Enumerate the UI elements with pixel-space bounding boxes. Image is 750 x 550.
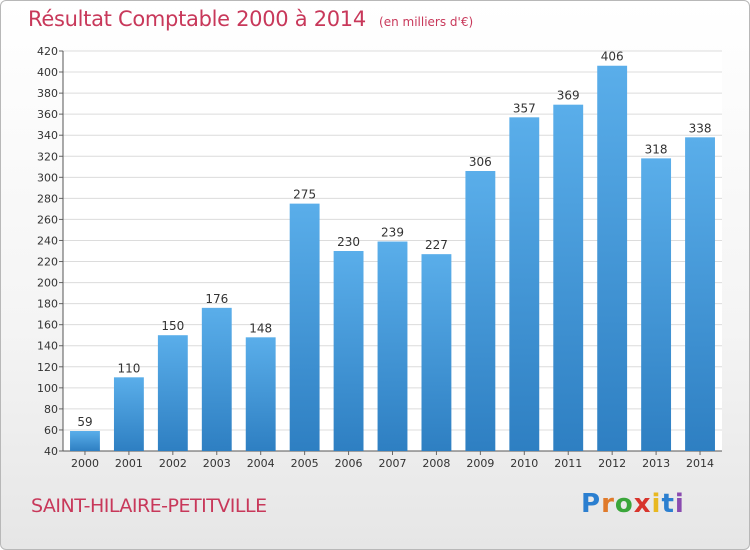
chart-title: Résultat Comptable 2000 à 2014 xyxy=(28,7,366,31)
y-tick-label: 220 xyxy=(37,256,58,269)
bar-value-label: 369 xyxy=(557,89,580,103)
logo-letter: t xyxy=(661,489,675,519)
bar-value-label: 230 xyxy=(337,235,360,249)
title-row: Résultat Comptable 2000 à 2014 (en milli… xyxy=(28,7,473,31)
x-tick-label: 2013 xyxy=(642,457,670,470)
x-tick-label: 2001 xyxy=(115,457,143,470)
bar xyxy=(641,158,672,452)
x-tick-label: 2006 xyxy=(335,457,363,470)
x-tick-label: 2004 xyxy=(247,457,275,470)
y-tick-label: 240 xyxy=(37,234,58,247)
y-tick-label: 100 xyxy=(37,382,58,395)
bar-value-label: 275 xyxy=(293,188,316,202)
bar xyxy=(465,171,496,451)
x-tick-label: 2012 xyxy=(598,457,626,470)
bar xyxy=(685,137,715,451)
x-tick-label: 2003 xyxy=(203,457,231,470)
bar-value-label: 110 xyxy=(117,361,140,375)
logo-letter: r xyxy=(601,489,615,519)
bar xyxy=(553,104,584,452)
bar-value-label: 318 xyxy=(645,142,668,156)
y-tick-label: 340 xyxy=(37,129,58,142)
bar xyxy=(333,251,364,451)
bar xyxy=(245,337,276,451)
place-name: SAINT-HILAIRE-PETITVILLE xyxy=(31,495,267,517)
x-tick-label: 2005 xyxy=(291,457,319,470)
x-tick-label: 2011 xyxy=(554,457,582,470)
y-tick-label: 260 xyxy=(37,213,58,226)
logo-letter: o xyxy=(614,489,634,519)
x-tick-label: 2014 xyxy=(686,457,714,470)
bar-value-label: 406 xyxy=(601,50,624,64)
bar-value-label: 239 xyxy=(381,226,404,240)
y-tick-label: 180 xyxy=(37,298,58,311)
bar-value-label: 150 xyxy=(161,319,184,333)
chart-subtitle: (en milliers d'€) xyxy=(379,15,474,29)
bar xyxy=(597,65,628,451)
y-tick-label: 400 xyxy=(37,66,58,79)
proxiti-logo: Proxiti xyxy=(581,489,685,519)
x-tick-label: 2002 xyxy=(159,457,187,470)
y-tick-label: 40 xyxy=(44,445,58,458)
bar xyxy=(421,254,452,451)
logo-letter: i xyxy=(651,489,662,519)
y-tick-label: 60 xyxy=(44,424,58,437)
bar-value-label: 338 xyxy=(689,121,712,135)
bar xyxy=(201,307,232,451)
y-tick-label: 120 xyxy=(37,361,58,374)
logo-letter: P xyxy=(581,489,602,519)
y-tick-label: 380 xyxy=(37,87,58,100)
bar xyxy=(289,203,320,451)
x-tick-label: 2000 xyxy=(71,457,99,470)
y-tick-label: 300 xyxy=(37,171,58,184)
y-tick-label: 420 xyxy=(37,45,58,58)
bar xyxy=(509,117,540,451)
bar-value-label: 176 xyxy=(205,292,228,306)
bar xyxy=(70,431,100,451)
bar-value-label: 357 xyxy=(513,101,536,115)
bar-value-label: 306 xyxy=(469,155,492,169)
x-tick-label: 2009 xyxy=(466,457,494,470)
logo-letter: x xyxy=(633,489,652,519)
y-tick-label: 320 xyxy=(37,150,58,163)
y-tick-label: 140 xyxy=(37,340,58,353)
x-tick-label: 2008 xyxy=(422,457,450,470)
x-tick-label: 2010 xyxy=(510,457,538,470)
y-tick-label: 360 xyxy=(37,108,58,121)
y-tick-label: 280 xyxy=(37,192,58,205)
logo-letter: i xyxy=(674,489,685,519)
bar-value-label: 148 xyxy=(249,321,272,335)
bar xyxy=(377,241,408,451)
y-tick-label: 160 xyxy=(37,319,58,332)
y-tick-label: 80 xyxy=(44,403,58,416)
y-tick-label: 200 xyxy=(37,277,58,290)
bar xyxy=(113,377,144,451)
bar xyxy=(157,335,188,451)
x-tick-label: 2007 xyxy=(379,457,407,470)
bar-value-label: 59 xyxy=(77,415,92,429)
bar-value-label: 227 xyxy=(425,238,448,252)
